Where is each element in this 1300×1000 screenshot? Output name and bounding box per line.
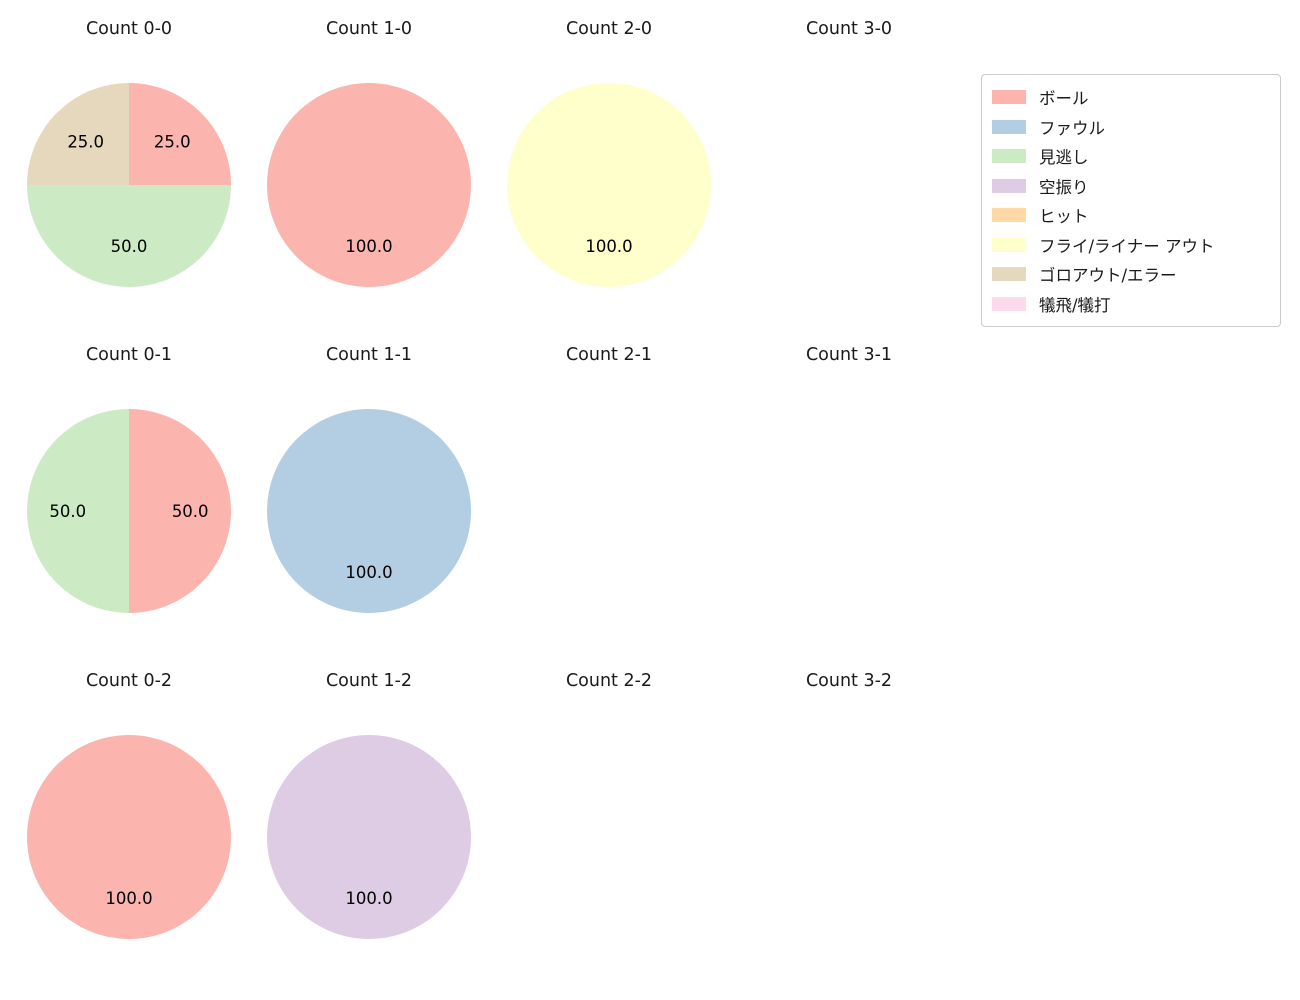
- pie-count-1-2: 100.0: [267, 735, 471, 939]
- pie-slice: [267, 409, 471, 613]
- legend-swatch-groundout-error: [992, 267, 1026, 282]
- legend-item-fly-liner-out: フライ/ライナー アウト: [992, 233, 1270, 257]
- chart-title: Count 0-1: [85, 345, 173, 365]
- legend-swatch-fly-liner-out: [992, 237, 1026, 252]
- legend-item-called-strike: 見逃し: [992, 144, 1270, 168]
- chart-title: Count 3-0: [805, 19, 893, 39]
- pie-slice: [507, 83, 711, 287]
- pie-percent-label: 25.0: [154, 133, 191, 152]
- legend-item-sacrifice: 犠飛/犠打: [992, 292, 1270, 316]
- pie-slice: [129, 409, 231, 613]
- legend-swatch-sacrifice: [992, 296, 1026, 311]
- pie-percent-label: 50.0: [172, 502, 209, 521]
- pie-percent-label: 100.0: [345, 237, 392, 256]
- pie-slice: [27, 735, 231, 939]
- legend-label-fly-liner-out: フライ/ライナー アウト: [1039, 236, 1215, 256]
- legend-item-groundout-error: ゴロアウト/エラー: [992, 262, 1270, 286]
- chart-title: Count 1-2: [325, 671, 413, 691]
- pie-percent-label: 100.0: [585, 237, 632, 256]
- pie-slice: [27, 185, 231, 287]
- legend-swatch-called-strike: [992, 149, 1026, 164]
- legend: ボール ファウル 見逃し 空振り ヒット フライ/ライナー アウト ゴロアウト/…: [981, 74, 1281, 327]
- chart-title: Count 3-1: [805, 345, 893, 365]
- legend-swatch-foul: [992, 119, 1026, 134]
- pie-percent-label: 50.0: [49, 502, 86, 521]
- pie-count-0-1: 50.0 50.0: [27, 409, 231, 613]
- legend-item-hit: ヒット: [992, 203, 1270, 227]
- legend-label-called-strike: 見逃し: [1039, 148, 1089, 168]
- chart-title: Count 2-1: [565, 345, 653, 365]
- pie-count-0-0: 25.0 50.0 25.0: [27, 83, 231, 287]
- pie-percent-label: 100.0: [345, 563, 392, 582]
- chart-title: Count 3-2: [805, 671, 893, 691]
- pie-percent-label: 25.0: [67, 133, 104, 152]
- pie-count-1-0: 100.0: [267, 83, 471, 287]
- pie-count-2-0: 100.0: [507, 83, 711, 287]
- legend-swatch-ball: [992, 90, 1026, 105]
- legend-item-foul: ファウル: [992, 115, 1270, 139]
- legend-swatch-swinging-strike: [992, 178, 1026, 193]
- pie-slice: [267, 735, 471, 939]
- chart-title: Count 2-2: [565, 671, 653, 691]
- legend-label-swinging-strike: 空振り: [1039, 177, 1089, 197]
- pie-slice: [129, 83, 231, 185]
- legend-swatch-hit: [992, 208, 1026, 223]
- chart-title: Count 0-2: [85, 671, 173, 691]
- pie-percent-label: 50.0: [111, 237, 148, 256]
- chart-title: Count 1-1: [325, 345, 413, 365]
- pie-percent-label: 100.0: [105, 889, 152, 908]
- pie-slice: [27, 83, 129, 185]
- legend-item-swinging-strike: 空振り: [992, 174, 1270, 198]
- chart-title: Count 1-0: [325, 19, 413, 39]
- legend-label-ball: ボール: [1039, 89, 1089, 109]
- chart-title: Count 0-0: [85, 19, 173, 39]
- legend-label-groundout-error: ゴロアウト/エラー: [1039, 266, 1177, 286]
- legend-label-foul: ファウル: [1039, 118, 1105, 138]
- legend-label-sacrifice: 犠飛/犠打: [1039, 295, 1111, 315]
- pie-count-1-1: 100.0: [267, 409, 471, 613]
- pie-slice: [27, 409, 129, 613]
- legend-item-ball: ボール: [992, 85, 1270, 109]
- pie-count-0-2: 100.0: [27, 735, 231, 939]
- pie-percent-label: 100.0: [345, 889, 392, 908]
- pie-slice: [267, 83, 471, 287]
- legend-label-hit: ヒット: [1039, 207, 1089, 227]
- chart-title: Count 2-0: [565, 19, 653, 39]
